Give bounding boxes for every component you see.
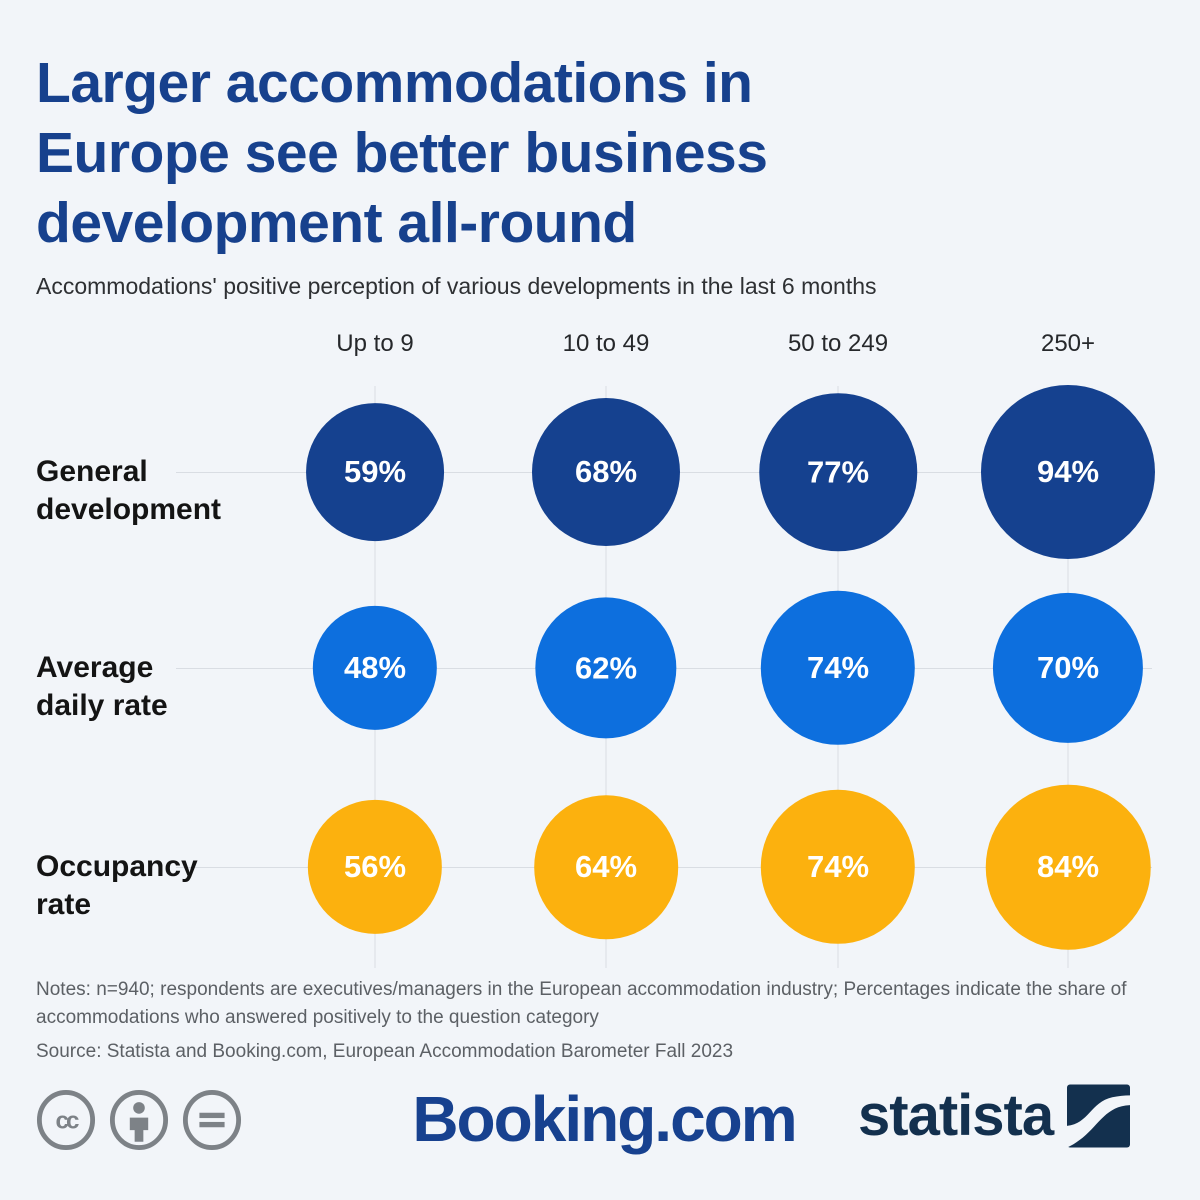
column-header-10to49: 10 to 49 bbox=[562, 330, 650, 357]
statista-logo: statista bbox=[858, 1082, 1131, 1149]
bubble-occupancy-250plus: 84% bbox=[985, 784, 1151, 950]
bubble-value: 56% bbox=[343, 849, 407, 884]
bubble-adr-250plus: 70% bbox=[992, 592, 1144, 744]
bubble-occupancy-50to249: 74% bbox=[760, 789, 916, 945]
column-header-upto9: Up to 9 bbox=[336, 330, 414, 357]
bubble-adr-50to249: 74% bbox=[760, 590, 916, 746]
row-label-general-development: General development bbox=[36, 455, 222, 526]
title-line-2: Europe see better business bbox=[36, 121, 768, 185]
title-line-3: development all-round bbox=[36, 191, 637, 255]
bubble-value: 74% bbox=[806, 849, 870, 884]
bubble-value: 48% bbox=[343, 649, 407, 685]
statista-wordmark: statista bbox=[858, 1083, 1054, 1148]
chart-subtitle: Accommodations' positive perception of v… bbox=[36, 273, 877, 299]
bubble-value: 74% bbox=[806, 650, 870, 685]
column-header-250plus: 250+ bbox=[1040, 330, 1096, 357]
statista-logo-icon bbox=[1067, 1084, 1131, 1147]
bubble-occupancy-10to49: 64% bbox=[534, 795, 678, 939]
bubble-general-10to49: 68% bbox=[531, 397, 681, 547]
bubble-value: 68% bbox=[574, 453, 638, 489]
bubble-general-250plus: 94% bbox=[980, 384, 1156, 560]
bubble-adr-upto9: 48% bbox=[312, 605, 438, 731]
column-header-50to249: 50 to 249 bbox=[787, 330, 889, 357]
row-label-average-daily-rate: Average daily rate bbox=[36, 651, 168, 722]
bubble-general-50to249: 77% bbox=[759, 393, 917, 551]
attribution-icon bbox=[109, 1090, 169, 1150]
bubble-value: 84% bbox=[1036, 849, 1100, 884]
license-icons: cc bbox=[36, 1089, 242, 1151]
title-line-1: Larger accommodations in bbox=[36, 51, 753, 115]
booking-com-logo: Booking.com bbox=[412, 1083, 797, 1155]
bubble-value: 94% bbox=[1036, 454, 1100, 489]
page-title: Larger accommodations in Europe see bett… bbox=[36, 48, 1016, 258]
cc-icon: cc bbox=[36, 1090, 96, 1150]
source-text: Source: Statista and Booking.com, Europe… bbox=[36, 1041, 734, 1062]
bubble-value: 59% bbox=[343, 454, 407, 489]
no-derivatives-icon bbox=[182, 1090, 242, 1150]
notes-text: Notes: n=940; respondents are executives… bbox=[36, 979, 1127, 1028]
row-label-occupancy-rate: Occupancy rate bbox=[36, 850, 198, 921]
svg-text:cc: cc bbox=[55, 1108, 79, 1135]
bubble-value: 62% bbox=[574, 649, 638, 685]
bubble-value: 64% bbox=[574, 849, 638, 884]
bubble-value: 77% bbox=[806, 454, 870, 489]
bubble-general-upto9: 59% bbox=[306, 403, 444, 541]
bubble-value: 70% bbox=[1036, 649, 1100, 685]
bubble-occupancy-upto9: 56% bbox=[307, 799, 443, 935]
bubble-adr-10to49: 62% bbox=[535, 597, 677, 739]
